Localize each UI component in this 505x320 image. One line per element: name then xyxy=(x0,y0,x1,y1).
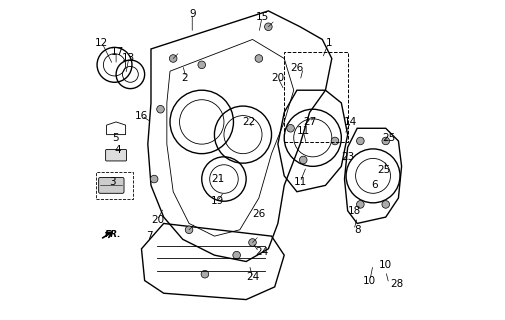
Text: 3: 3 xyxy=(110,177,116,187)
Text: 2: 2 xyxy=(181,73,188,83)
Circle shape xyxy=(382,201,389,208)
Circle shape xyxy=(255,55,263,62)
Text: 24: 24 xyxy=(246,272,259,282)
Circle shape xyxy=(287,124,294,132)
Circle shape xyxy=(331,137,339,145)
Text: 22: 22 xyxy=(243,117,256,127)
Text: 15: 15 xyxy=(256,12,269,22)
Text: 27: 27 xyxy=(303,117,316,127)
Text: 28: 28 xyxy=(390,279,403,289)
Text: 21: 21 xyxy=(211,174,224,184)
Text: 9: 9 xyxy=(189,9,195,19)
Text: 8: 8 xyxy=(354,225,361,235)
Text: 6: 6 xyxy=(371,180,378,190)
Text: 13: 13 xyxy=(122,53,135,63)
Text: 26: 26 xyxy=(290,63,304,73)
Text: FR.: FR. xyxy=(105,230,122,239)
FancyBboxPatch shape xyxy=(98,178,124,193)
Circle shape xyxy=(233,252,240,259)
Text: 26: 26 xyxy=(252,209,266,219)
Text: 25: 25 xyxy=(382,133,395,143)
Circle shape xyxy=(382,137,389,145)
Text: 25: 25 xyxy=(378,164,391,174)
Text: 10: 10 xyxy=(379,260,392,270)
Text: 20: 20 xyxy=(151,215,164,225)
Circle shape xyxy=(357,201,364,208)
Circle shape xyxy=(201,270,209,278)
Text: 20: 20 xyxy=(271,73,284,83)
Circle shape xyxy=(150,175,158,183)
Text: 17: 17 xyxy=(111,47,124,57)
Circle shape xyxy=(157,105,164,113)
Circle shape xyxy=(169,55,177,62)
Circle shape xyxy=(185,226,193,234)
Circle shape xyxy=(299,156,307,164)
Text: 11: 11 xyxy=(296,126,310,136)
Text: 7: 7 xyxy=(146,231,153,241)
Text: 19: 19 xyxy=(211,196,224,206)
Text: 16: 16 xyxy=(135,111,148,121)
Text: 23: 23 xyxy=(341,152,355,162)
Text: 14: 14 xyxy=(344,117,358,127)
Text: 4: 4 xyxy=(114,146,121,156)
Circle shape xyxy=(357,137,364,145)
Circle shape xyxy=(198,61,206,69)
Text: 18: 18 xyxy=(347,206,361,216)
Circle shape xyxy=(248,239,257,246)
Text: 11: 11 xyxy=(293,177,307,187)
Text: 5: 5 xyxy=(112,133,119,143)
Text: 12: 12 xyxy=(95,38,109,48)
Circle shape xyxy=(265,23,272,31)
Text: 24: 24 xyxy=(256,247,269,257)
Text: 1: 1 xyxy=(325,38,332,48)
FancyBboxPatch shape xyxy=(106,149,127,161)
Text: 10: 10 xyxy=(363,276,376,285)
